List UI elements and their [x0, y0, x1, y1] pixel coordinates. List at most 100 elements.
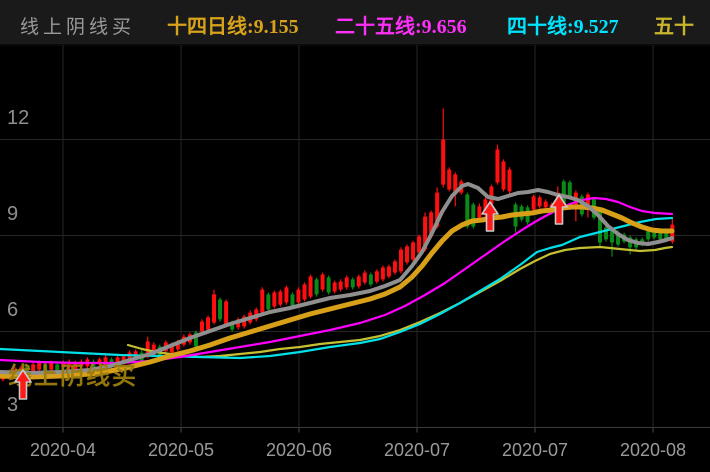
candle-body — [658, 232, 663, 240]
candle-body — [199, 321, 204, 332]
x-axis-label-jun: 2020-06 — [265, 440, 333, 460]
candle-body — [610, 229, 615, 243]
candle-body — [224, 301, 229, 325]
candle-body — [398, 249, 403, 272]
indicator-ma50: 五十 — [654, 16, 694, 38]
candle-body — [193, 332, 198, 347]
candle-body — [501, 161, 506, 190]
candle-body — [392, 261, 397, 273]
candle-body — [495, 149, 500, 183]
candle-body — [561, 181, 566, 207]
candle-body — [37, 362, 42, 370]
candle-body — [296, 289, 301, 303]
candle-body — [380, 267, 385, 280]
candle-body — [284, 287, 289, 303]
y-axis-label-9: 9 — [7, 203, 19, 225]
candle-body — [103, 357, 108, 365]
candle-body — [212, 294, 217, 323]
ma14-gold — [0, 204, 675, 380]
candle-body — [338, 281, 343, 290]
candle-body — [278, 291, 283, 305]
candle-body — [483, 199, 488, 215]
candle-body — [435, 192, 440, 227]
candle-body — [206, 317, 211, 330]
candle-body — [91, 361, 96, 368]
candle-body — [169, 344, 174, 353]
y-axis-label-6: 6 — [7, 299, 19, 321]
candle-body — [230, 322, 235, 330]
gray-ma — [0, 182, 674, 375]
candle-body — [429, 212, 434, 237]
candle-body — [646, 229, 651, 240]
candle-body — [43, 364, 48, 373]
candle-body — [417, 236, 422, 253]
candle-body — [332, 282, 337, 292]
candle-body — [465, 194, 470, 227]
candle-body — [537, 197, 542, 207]
candle-body — [302, 284, 307, 300]
candle-body — [597, 209, 602, 243]
candle-body — [453, 174, 458, 195]
candle-body — [308, 276, 313, 297]
x-axis-label-jul2: 2020-07 — [501, 440, 569, 460]
candle-body — [326, 277, 331, 293]
candle-body — [314, 279, 319, 295]
x-axis-label-aug: 2020-08 — [619, 440, 687, 460]
candle-body — [477, 206, 482, 218]
candle-body — [374, 271, 379, 282]
candle-body — [368, 274, 373, 285]
candle-body — [115, 357, 120, 363]
candle-body — [411, 242, 416, 260]
candle-body — [31, 364, 36, 372]
candle-body — [350, 279, 355, 288]
candle-body — [447, 169, 452, 190]
candle-body — [320, 274, 325, 290]
candle-body — [423, 216, 428, 250]
candle-body — [652, 231, 657, 238]
x-axis-label-may: 2020-05 — [147, 440, 215, 460]
x-axis-label-apr: 2020-04 — [29, 440, 97, 460]
candle-body — [73, 362, 78, 370]
x-axis-label-jul1: 2020-07 — [383, 440, 451, 460]
y-axis-label-12: 12 — [7, 107, 30, 129]
candle-body — [664, 231, 669, 240]
candle-body — [272, 292, 277, 307]
candle-body — [55, 364, 60, 372]
candle-body — [344, 277, 349, 288]
candle-body — [531, 196, 536, 210]
candle-body — [121, 356, 126, 363]
candle-body — [471, 204, 476, 227]
candle-body — [260, 289, 265, 313]
candle-body — [356, 276, 361, 287]
candle-body — [49, 362, 54, 370]
indicator-ma40: 四十线:9.527 — [507, 16, 619, 38]
candle-body — [567, 182, 572, 197]
ma25-magenta — [0, 196, 674, 365]
signal-title: 线上阴线买 — [20, 17, 136, 38]
candle-body — [290, 294, 295, 308]
indicator-ma25: 二十五线:9.656 — [335, 16, 467, 38]
indicator-header: 线上阴线买 十四日线:9.155 二十五线:9.656 四十线:9.527 五十 — [0, 0, 710, 46]
signal-watermark: 线上阴线买 — [8, 363, 138, 390]
candle-body — [145, 341, 150, 357]
candle-body — [218, 299, 223, 320]
candle-body — [441, 139, 446, 185]
candle-body — [616, 232, 621, 245]
candle-body — [266, 294, 271, 310]
candle-body — [151, 344, 156, 355]
candle-body — [405, 246, 410, 263]
candle-body — [489, 186, 494, 205]
candle-body — [175, 341, 180, 350]
candle-body — [507, 169, 512, 192]
candle-body — [362, 272, 367, 283]
y-axis-label-3: 3 — [7, 394, 19, 416]
candle-body — [67, 361, 72, 368]
candle-body — [543, 201, 548, 208]
candle-body — [61, 362, 66, 368]
candle-body — [386, 266, 391, 277]
candle-body — [604, 227, 608, 240]
indicator-ma14: 十四日线:9.155 — [167, 16, 299, 38]
